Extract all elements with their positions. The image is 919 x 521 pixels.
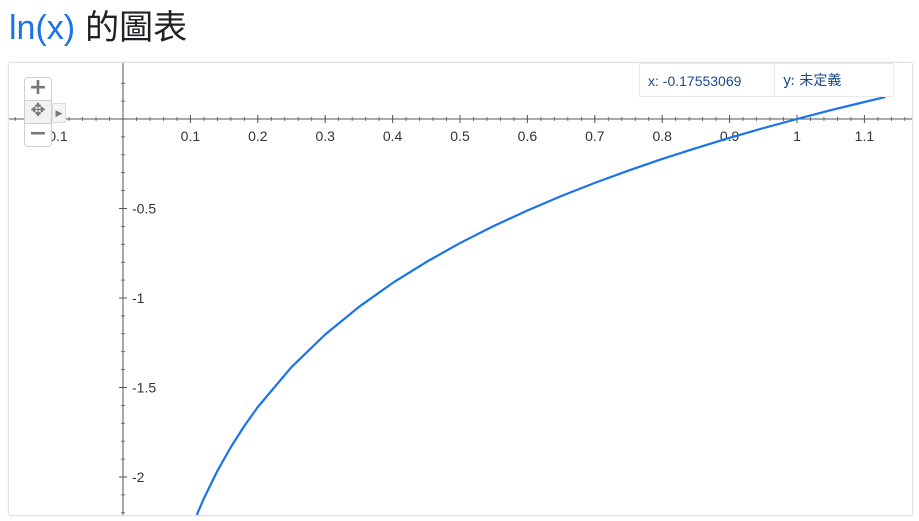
pan-icon[interactable]: ✥ bbox=[24, 100, 52, 124]
title-suffix: 的圖表 bbox=[85, 8, 188, 48]
y-tick-label: -1.5 bbox=[132, 380, 156, 396]
x-tick-label: 1 bbox=[793, 128, 801, 144]
x-tick-label: 1.1 bbox=[855, 128, 875, 144]
x-tick-label: 0.4 bbox=[383, 128, 403, 144]
x-coordinate-readout: x: -0.17553069 bbox=[639, 63, 775, 97]
y-coordinate-readout: y: 未定義 bbox=[774, 63, 894, 97]
x-tick-label: 0.5 bbox=[450, 128, 470, 144]
zoom-out-button[interactable]: − bbox=[24, 123, 52, 147]
zoom-controls: + ✥ − ▶ bbox=[24, 77, 66, 151]
zoom-in-button[interactable]: + bbox=[24, 77, 52, 101]
x-tick-label: 0.6 bbox=[518, 128, 538, 144]
graph-canvas[interactable]: -0.1 0.1 0.2 0.3 0.4 0.5 0.6 0.7 0.8 0.9 1 1.1 -0.5-… bbox=[9, 63, 912, 515]
x-tick-label: 0.3 bbox=[315, 128, 335, 144]
ln-curve bbox=[196, 96, 886, 515]
y-tick-label: -1 bbox=[132, 290, 145, 306]
y-tick-label: -0.5 bbox=[132, 201, 156, 217]
x-tick-label: 0.8 bbox=[652, 128, 672, 144]
x-tick-label: 0.7 bbox=[585, 128, 605, 144]
y-tick-label: -2 bbox=[132, 469, 145, 485]
function-plot[interactable]: -0.1 0.1 0.2 0.3 0.4 0.5 0.6 0.7 0.8 0.9 1 1.1-0.5-… bbox=[9, 63, 912, 515]
x-tick-label: 0.2 bbox=[248, 128, 268, 144]
x-tick-label: 0.1 bbox=[181, 128, 201, 144]
function-link[interactable]: ln(x) bbox=[9, 9, 76, 47]
page-title: ln(x) 的圖表 bbox=[9, 6, 187, 50]
expand-arrow-icon[interactable]: ▶ bbox=[52, 103, 66, 123]
